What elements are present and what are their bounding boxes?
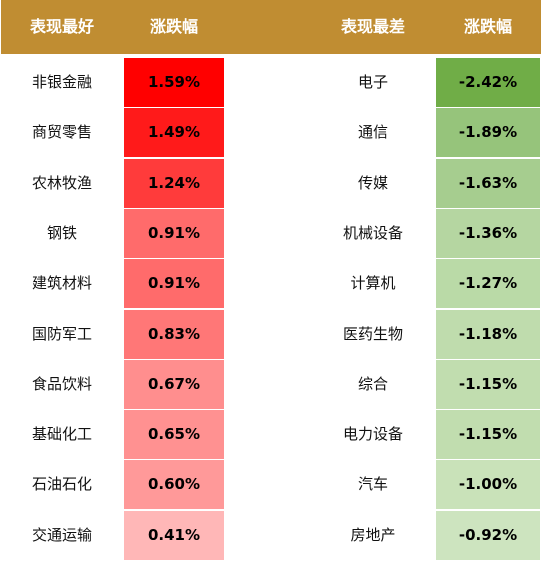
best-sector-change: 1.49% (124, 108, 224, 158)
worst-sector-name: 电子 (357, 73, 388, 91)
table-row: 石油石化 0.60% 汽车 -1.00% (1, 460, 541, 510)
table-row: 建筑材料 0.91% 计算机 -1.27% (1, 259, 541, 309)
worst-sector-change: -1.00% (436, 460, 540, 510)
best-sector-name: 农林牧渔 (31, 173, 92, 192)
worst-sector-change: -1.36% (436, 208, 540, 258)
worst-sector-change: -1.89% (436, 108, 540, 158)
best-sector-name: 基础化工 (31, 425, 92, 444)
worst-sector-change: -1.27% (436, 259, 540, 309)
worst-sector-change: -1.15% (436, 410, 540, 460)
best-sector-name: 钢铁 (46, 223, 77, 242)
worst-sector-name: 汽车 (357, 475, 388, 494)
best-sector-name: 交通运输 (31, 525, 92, 544)
worst-sector-change: -1.15% (436, 359, 540, 409)
table-row: 商贸零售 1.49% 通信 -1.89% (1, 108, 541, 158)
best-sector-name: 国防军工 (31, 324, 92, 343)
table-row: 基础化工 0.65% 电力设备 -1.15% (1, 410, 541, 460)
worst-sector-name: 计算机 (350, 274, 396, 293)
best-sector-name: 建筑材料 (31, 274, 92, 293)
table-row: 农林牧渔 1.24% 传媒 -1.63% (1, 158, 541, 209)
table-header: 表现最好 涨跌幅 表现最差 涨跌幅 (1, 0, 541, 54)
worst-sector-name: 综合 (357, 374, 388, 393)
table-row: 钢铁 0.91% 机械设备 -1.36% (1, 208, 541, 259)
worst-sector-name: 传媒 (357, 173, 388, 192)
best-title-header: 表现最好 (29, 17, 94, 36)
worst-sector-change: -0.92% (436, 510, 540, 560)
best-sector-name: 食品饮料 (31, 374, 92, 393)
table-row: 交通运输 0.41% 房地产 -0.92% (1, 510, 541, 561)
best-sector-change: 0.91% (124, 259, 224, 309)
best-sector-change: 0.60% (124, 460, 224, 510)
worst-sector-name: 房地产 (350, 525, 396, 544)
table-row: 国防军工 0.83% 医药生物 -1.18% (1, 309, 541, 360)
worst-change-header: 涨跌幅 (463, 17, 512, 36)
worst-title-header: 表现最差 (340, 17, 405, 36)
worst-sector-change: -1.63% (436, 158, 540, 208)
worst-sector-change: -1.18% (436, 309, 540, 359)
best-sector-name: 商贸零售 (31, 123, 92, 142)
best-sector-change: 0.91% (124, 208, 224, 258)
worst-sector-name: 医药生物 (342, 324, 403, 343)
best-sector-name: 石油石化 (31, 475, 92, 494)
worst-sector-change: -2.42% (436, 58, 540, 107)
worst-sector-name: 机械设备 (342, 223, 403, 242)
best-sector-change: 1.59% (124, 58, 224, 107)
best-sector-name: 非银金融 (31, 73, 92, 91)
best-sector-change: 0.67% (124, 359, 224, 409)
best-sector-change: 0.83% (124, 309, 224, 359)
table-row: 非银金融 1.59% 电子 -2.42% (1, 58, 541, 108)
table-row: 食品饮料 0.67% 综合 -1.15% (1, 359, 541, 410)
best-sector-change: 1.24% (124, 158, 224, 208)
worst-sector-name: 电力设备 (342, 425, 403, 444)
best-sector-change: 0.41% (124, 510, 224, 560)
worst-sector-name: 通信 (357, 123, 388, 142)
best-sector-change: 0.65% (124, 410, 224, 460)
best-change-header: 涨跌幅 (149, 17, 198, 36)
